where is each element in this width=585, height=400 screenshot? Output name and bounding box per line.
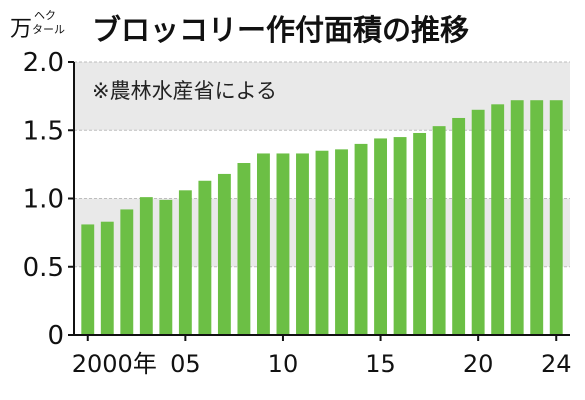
bar-2013: [335, 149, 348, 335]
x-tick-label-2024: 24: [541, 350, 572, 378]
y-axis-tick-labels: 0 0.5 1.0 1.5 2.0: [23, 48, 74, 351]
bar-2021: [491, 104, 505, 335]
y-tick-label-3: 1.5: [23, 116, 64, 146]
bar-2023: [530, 100, 544, 335]
x-tick-label-2005: 05: [170, 350, 201, 378]
background-band-2: [74, 62, 570, 131]
bar-2002: [120, 209, 134, 335]
x-tick-label-2020: 20: [463, 350, 494, 378]
bar-2007: [217, 173, 231, 335]
bar-2009: [256, 153, 270, 335]
bar-2003: [139, 197, 153, 335]
chart-title: ブロッコリー作付面積の推移: [92, 13, 469, 47]
bar-2016: [393, 137, 407, 335]
bar-2010: [276, 153, 290, 335]
bar-2017: [413, 132, 427, 335]
y-tick-label-0: 0: [47, 321, 64, 351]
bar-2020: [471, 109, 485, 336]
bar-2024: [549, 100, 563, 335]
bar-series: [81, 100, 563, 336]
bar-2000: [81, 224, 95, 335]
source-note: ※農林水産省による: [92, 79, 277, 103]
x-tick-label-2000: 2000年: [72, 350, 157, 378]
bar-2018: [432, 126, 446, 335]
bar-2008: [237, 163, 251, 335]
y-axis-unit-sub-top: ヘク: [34, 9, 56, 22]
y-tick-label-2: 1.0: [23, 185, 64, 215]
bar-2001: [100, 221, 114, 335]
y-tick-label-1: 0.5: [23, 253, 64, 283]
bar-2022: [510, 100, 524, 335]
x-tick-label-2010: 10: [268, 350, 299, 378]
x-tick-label-2015: 15: [365, 350, 396, 378]
y-axis-unit-sub-bottom: タール: [32, 23, 65, 36]
bar-2005: [178, 190, 192, 335]
bar-2012: [315, 150, 329, 335]
bar-2014: [354, 143, 368, 335]
bar-2004: [159, 199, 173, 335]
bar-2011: [296, 153, 309, 335]
y-axis-unit-main: 万: [10, 17, 32, 42]
bar-2019: [452, 117, 466, 335]
bar-2015: [374, 138, 388, 335]
bar-2006: [198, 180, 212, 335]
x-axis-tick-labels: 2000年 05 10 15 20 24: [72, 335, 572, 378]
y-tick-label-4: 2.0: [23, 48, 64, 78]
